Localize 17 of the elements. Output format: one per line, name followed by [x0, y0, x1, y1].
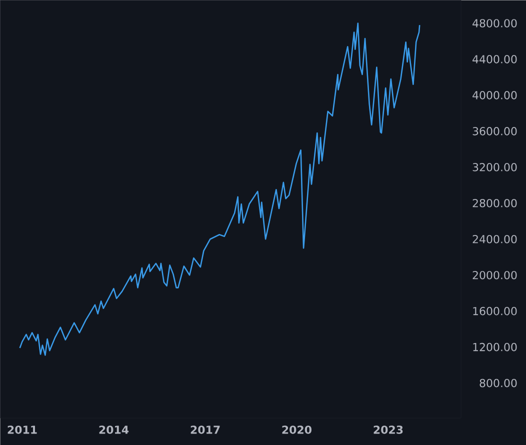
y-tick-label: 800.00 — [480, 378, 517, 388]
y-tick-label: 3200.00 — [472, 162, 517, 172]
y-tick-label: 2400.00 — [472, 234, 517, 244]
y-tick-label: 4400.00 — [472, 55, 517, 64]
x-tick-label: 2014 — [99, 426, 129, 434]
y-tick-label: 2000.00 — [472, 270, 517, 280]
y-tick-label: 3600.00 — [472, 127, 517, 136]
y-tick-label: 4800.00 — [472, 19, 517, 28]
y-tick-label: 2800.00 — [472, 198, 517, 208]
x-tick-label: 2017 — [190, 426, 220, 434]
line-series — [19, 22, 420, 356]
y-tick-label: 4000.00 — [472, 91, 517, 100]
x-tick-label: 2011 — [8, 426, 37, 434]
x-tick-label: 2023 — [374, 426, 403, 434]
y-tick-label: 1600.00 — [473, 306, 517, 316]
x-tick-label: 2020 — [282, 426, 312, 434]
y-tick-label: 1200.00 — [473, 342, 517, 352]
